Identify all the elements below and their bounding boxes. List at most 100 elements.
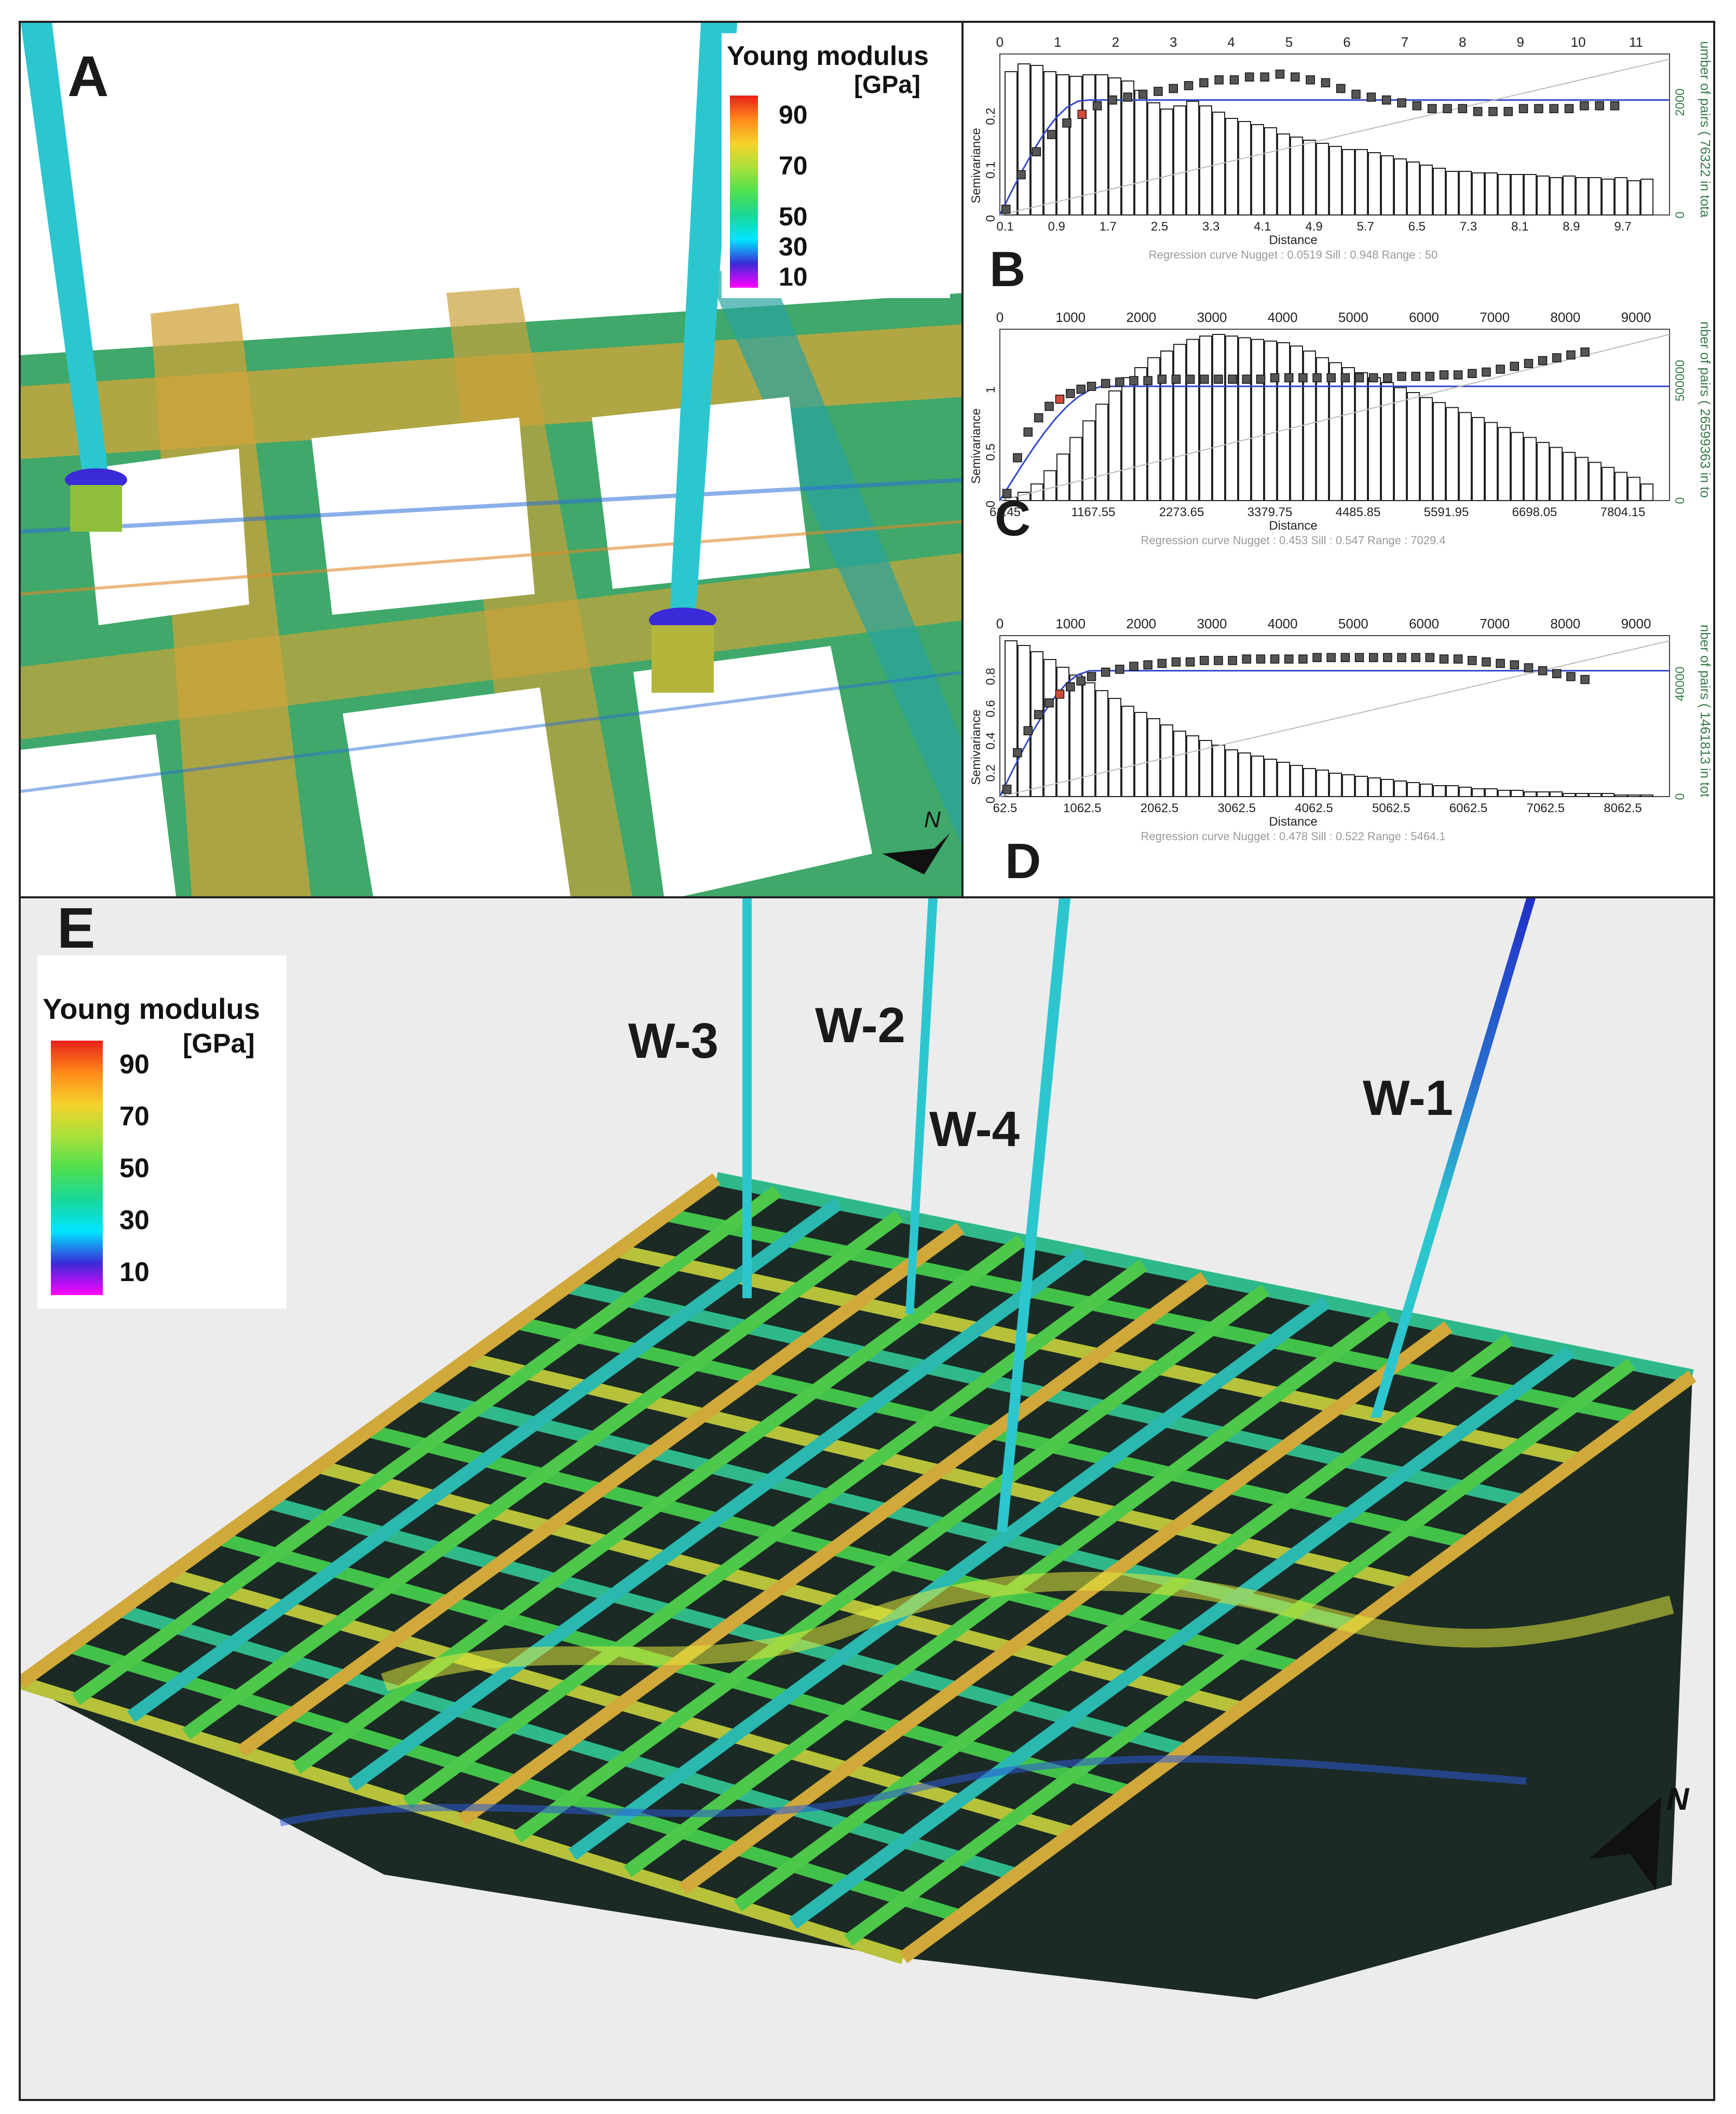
- semivariance-point-c: [1411, 372, 1420, 381]
- pair-bar-d: [1069, 675, 1082, 797]
- semivariance-point-d: [1482, 657, 1491, 667]
- pair-bar-c: [1355, 372, 1368, 501]
- pair-bar-d: [1238, 752, 1251, 797]
- semivariance-point-b: [1381, 95, 1391, 105]
- north-label-a: N: [924, 807, 941, 832]
- semivariance-point-b: [1443, 104, 1452, 113]
- right-tick-c: 0: [1673, 497, 1687, 504]
- semivariance-point-c: [1076, 384, 1086, 394]
- semivariance-point-c: [1115, 378, 1124, 387]
- semivariance-point-c: [1383, 373, 1392, 383]
- pair-bar-c: [1459, 412, 1472, 502]
- pair-bar-b: [1576, 177, 1589, 216]
- semivariance-point-d: [1045, 698, 1054, 708]
- y-axis-label-d: Semivariance: [969, 709, 983, 785]
- semivariance-point-b: [1108, 95, 1117, 105]
- pair-bar-b: [1069, 76, 1082, 216]
- top-tick-c: 6000: [1409, 309, 1439, 325]
- pair-bar-b: [1056, 74, 1069, 216]
- top-tick-d: 5000: [1338, 616, 1368, 631]
- right-tick-c: 500000: [1673, 360, 1687, 401]
- y-axis-right-label-d: nber of pairs ( 1461813 in tot: [1698, 625, 1713, 798]
- pair-bar-c: [1640, 483, 1653, 501]
- pair-bar-d: [1056, 667, 1069, 797]
- semivariance-point-b: [1351, 89, 1361, 99]
- semivariance-point-c: [1013, 453, 1022, 463]
- semivariance-point-c: [1023, 427, 1033, 437]
- y-axis-label-b: Semivariance: [969, 128, 983, 203]
- pair-bar-b: [1368, 152, 1381, 216]
- pair-bar-b: [1355, 149, 1368, 216]
- pair-bar-c: [1095, 403, 1108, 502]
- bottom-tick-d: 8062.5: [1604, 801, 1642, 815]
- pair-bar-d: [1186, 735, 1199, 797]
- pair-bar-c: [1628, 477, 1640, 502]
- legend-a-tick-10: 10: [779, 262, 808, 291]
- semivariance-point-d: [1552, 669, 1562, 679]
- variogram-charts: 0 1 2 3 4 5 6 7 8 9 10 110.1 0.9 1.7 2.5 3.3 4.1 4.9 5.7 6.…: [969, 34, 1713, 843]
- semivariance-point-c: [1482, 367, 1491, 377]
- top-tick-d: 8000: [1550, 616, 1580, 631]
- pair-bar-c: [1407, 392, 1420, 501]
- top-tick-b: 3: [1170, 34, 1177, 50]
- semivariance-point-b: [1366, 92, 1376, 102]
- grid-column-beam: [72, 1186, 782, 1705]
- semivariance-point-b: [1245, 72, 1254, 82]
- semivariance-point-c: [1510, 361, 1520, 371]
- semivariance-point-c: [1312, 373, 1322, 383]
- semivariance-point-d: [1284, 654, 1294, 664]
- well-w3-trajectory: [742, 898, 752, 1298]
- semivariance-point-c: [1200, 374, 1209, 384]
- pair-bar-b: [1251, 124, 1264, 216]
- right-tick-d: 0: [1673, 793, 1687, 800]
- left-tick-d: 0: [984, 797, 998, 803]
- top-tick-c: 1000: [1055, 309, 1086, 325]
- legend-a-tick-50: 50: [779, 202, 808, 231]
- pair-bar-d: [1615, 795, 1628, 797]
- semivariance-point-d: [1129, 662, 1138, 671]
- pair-bar-b: [1238, 121, 1251, 216]
- right-tick-d: 40000: [1673, 667, 1687, 702]
- pair-bar-c: [1524, 437, 1537, 502]
- pair-bar-c: [1108, 390, 1121, 501]
- grid-column-beam: [127, 1197, 843, 1722]
- bottom-tick-b: 4.9: [1305, 220, 1322, 234]
- top-tick-c: 7000: [1480, 309, 1510, 325]
- semivariance-point-d: [1524, 663, 1534, 672]
- grid-column-beam: [679, 1321, 1453, 1894]
- top-tick-d: 2000: [1126, 616, 1156, 631]
- semivariance-point-d: [1270, 654, 1280, 664]
- well-label-w3: W-3: [628, 1013, 719, 1069]
- semivariance-point-d: [1326, 653, 1336, 663]
- pair-bar-d: [1108, 698, 1121, 797]
- y-axis-right-label-c: nber of pairs ( 26599363 in to: [1698, 321, 1713, 498]
- pair-bar-b: [1277, 133, 1290, 216]
- semivariance-point-b: [1199, 78, 1209, 88]
- bottom-tick-b: 5.7: [1357, 220, 1374, 234]
- pair-bar-c: [1160, 351, 1173, 501]
- semivariance-point-c: [1397, 372, 1406, 381]
- semivariance-point-c: [1143, 376, 1152, 385]
- pair-bar-b: [1329, 146, 1342, 216]
- bottom-tick-d: 4062.5: [1295, 801, 1333, 815]
- pair-bar-c: [1069, 437, 1082, 502]
- semivariance-point-d: [1101, 667, 1110, 677]
- semivariance-point-d: [1468, 656, 1477, 665]
- pair-bar-b: [1459, 171, 1472, 216]
- pair-bar-c: [1589, 462, 1602, 502]
- grid-column-beam: [568, 1297, 1331, 1860]
- pair-bar-d: [1563, 793, 1576, 797]
- semivariance-point-d: [1538, 666, 1548, 676]
- pair-bar-c: [1563, 452, 1576, 502]
- pair-bar-b: [1134, 90, 1147, 216]
- pair-bar-b: [1225, 118, 1238, 216]
- grid-column-beam: [899, 1370, 1697, 1963]
- pair-bar-b: [1472, 172, 1485, 216]
- pair-bar-b: [1537, 176, 1550, 216]
- pair-bar-d: [1368, 777, 1381, 797]
- legend-e-tick-90: 90: [119, 1049, 150, 1080]
- bottom-tick-b: 7.3: [1460, 220, 1477, 234]
- top-tick-d: 7000: [1480, 616, 1510, 631]
- semivariance-point-b: [1564, 104, 1574, 113]
- semivariance-point-b: [1032, 147, 1041, 156]
